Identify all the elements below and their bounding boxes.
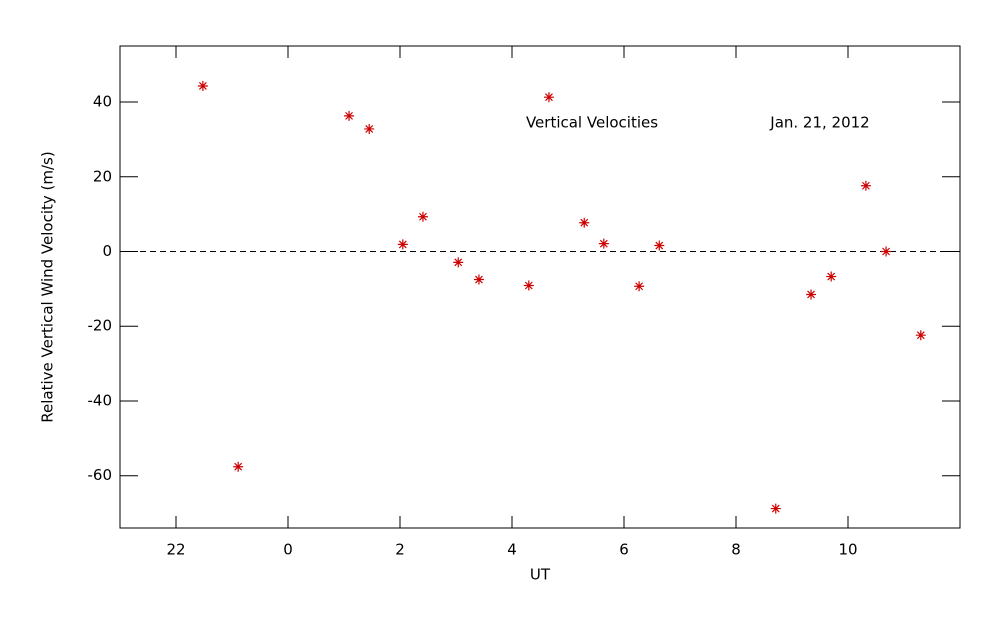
marker (543, 92, 554, 103)
marker (344, 110, 355, 121)
y-tick-label: 40 (93, 93, 112, 111)
x-tick-label: 8 (731, 541, 741, 559)
x-axis-label: UT (530, 566, 551, 584)
marker (598, 238, 609, 249)
marker (417, 211, 428, 222)
marker (397, 239, 408, 250)
marker (826, 271, 837, 282)
marker (770, 503, 781, 514)
marker (881, 246, 892, 257)
x-tick-label: 2 (395, 541, 405, 559)
marker (473, 274, 484, 285)
y-tick-label: -60 (88, 466, 113, 484)
marker (860, 180, 871, 191)
y-axis-label: Relative Vertical Wind Velocity (m/s) (39, 151, 57, 422)
x-tick-label: 22 (166, 541, 185, 559)
marker (915, 330, 926, 341)
marker (654, 240, 665, 251)
marker (806, 289, 817, 300)
marker (523, 280, 534, 291)
x-tick-label: 4 (507, 541, 517, 559)
x-tick-label: 0 (283, 541, 293, 559)
plot-frame (119, 45, 961, 529)
x-tick-label: 6 (619, 541, 629, 559)
marker (453, 257, 464, 268)
marker (233, 461, 244, 472)
marker (197, 80, 208, 91)
marker (579, 217, 590, 228)
x-tick-label: 10 (838, 541, 857, 559)
marker (634, 281, 645, 292)
y-tick-label: -20 (88, 317, 113, 335)
y-tick-label: -40 (88, 391, 113, 409)
annotation: Jan. 21, 2012 (769, 114, 869, 132)
annotation: Vertical Velocities (526, 114, 658, 132)
y-tick-label: 20 (93, 167, 112, 185)
y-tick-label: 0 (102, 242, 112, 260)
marker (364, 123, 375, 134)
